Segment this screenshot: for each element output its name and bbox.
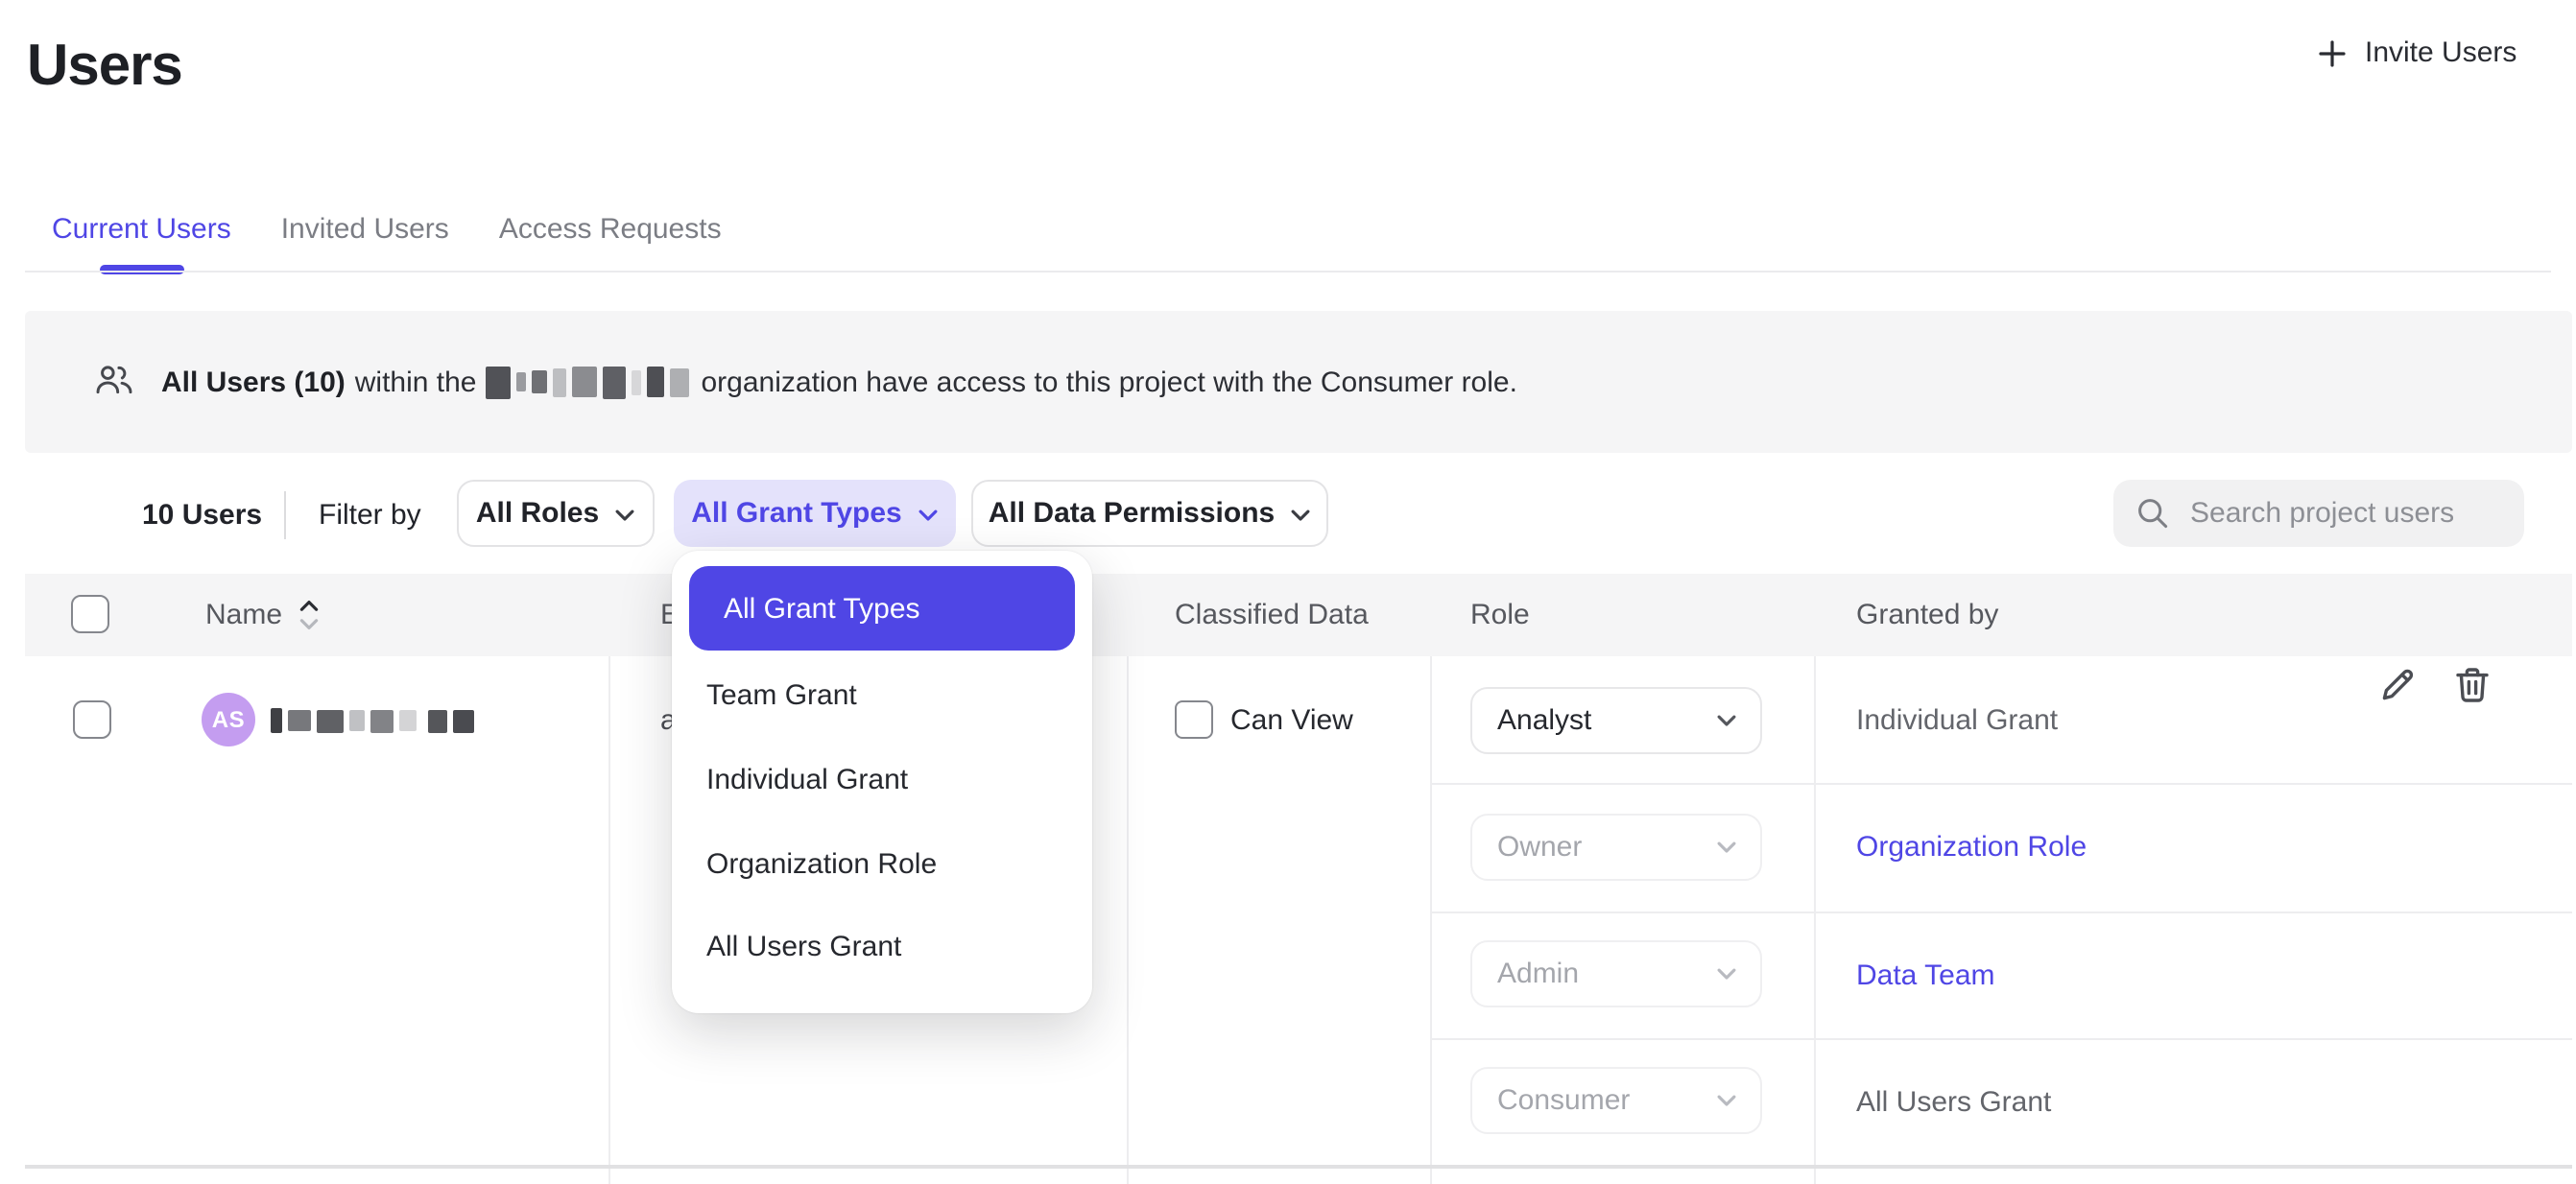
column-header-role: Role xyxy=(1470,599,1530,631)
redacted-organization xyxy=(486,366,690,398)
banner-middle-text: within the xyxy=(354,366,477,398)
filter-by-label: Filter by xyxy=(319,499,421,532)
row-checkbox[interactable] xyxy=(73,700,111,739)
users-group-icon xyxy=(94,363,134,397)
role-select-consumer: Consumer xyxy=(1470,1067,1762,1134)
row-bottom-border xyxy=(25,1165,2572,1169)
table-header: Name Email Classified Data Role Granted … xyxy=(25,574,2572,656)
menu-item-all-grant-types[interactable]: All Grant Types xyxy=(689,566,1075,651)
column-header-granted-by: Granted by xyxy=(1856,599,1999,631)
role-select-owner: Owner xyxy=(1470,814,1762,881)
trash-icon xyxy=(2455,666,2490,704)
chevron-down-icon xyxy=(1716,1094,1737,1107)
active-tab-indicator xyxy=(100,265,184,274)
user-count: 10 Users xyxy=(142,499,263,532)
can-view-label: Can View xyxy=(1230,704,1353,737)
invite-users-button[interactable]: Invite Users xyxy=(2319,36,2516,69)
sort-icon[interactable] xyxy=(299,599,319,631)
all-grant-types-label: All Grant Types xyxy=(691,497,902,530)
chevron-down-icon xyxy=(1290,508,1311,521)
grant-row-divider xyxy=(1430,783,2572,785)
banner-message: All Users (10) within the organization h… xyxy=(161,311,1517,453)
granted-by-data-team-link[interactable]: Data Team xyxy=(1856,959,1995,992)
all-data-permissions-label: All Data Permissions xyxy=(988,497,1276,530)
granted-by-organization-role-link[interactable]: Organization Role xyxy=(1856,831,2087,864)
search-icon xyxy=(2136,497,2169,530)
all-users-banner: All Users (10) within the organization h… xyxy=(25,311,2572,702)
avatar-initials: AS xyxy=(211,706,246,733)
plus-icon xyxy=(2319,39,2346,66)
all-grant-types-filter[interactable]: All Grant Types xyxy=(674,480,956,547)
invite-users-label: Invite Users xyxy=(2365,36,2517,69)
column-divider xyxy=(1814,656,1816,1184)
search-input[interactable] xyxy=(2186,495,2501,532)
filter-divider xyxy=(284,491,286,539)
avatar: AS xyxy=(202,693,255,746)
tab-invited-users[interactable]: Invited Users xyxy=(280,213,449,246)
column-header-name[interactable]: Name xyxy=(205,574,319,656)
column-divider xyxy=(608,656,610,1184)
chevron-down-icon xyxy=(614,508,635,521)
menu-item-individual-grant[interactable]: Individual Grant xyxy=(706,764,909,796)
grant-row-divider xyxy=(1430,912,2572,913)
role-select-admin: Admin xyxy=(1470,940,1762,1007)
delete-banner-button[interactable] xyxy=(2455,666,2490,704)
column-divider xyxy=(1430,656,1432,1184)
page-title: Users xyxy=(27,35,183,98)
banner-after-text: organization have access to this project… xyxy=(701,366,1517,398)
granted-by-individual-grant: Individual Grant xyxy=(1856,704,2059,737)
banner-bold-text: All Users (10) xyxy=(161,366,346,398)
tab-access-requests[interactable]: Access Requests xyxy=(498,213,722,246)
select-all-checkbox[interactable] xyxy=(71,595,109,633)
chevron-down-icon xyxy=(1716,841,1737,854)
grant-types-dropdown-menu: All Grant Types Team Grant Individual Gr… xyxy=(672,551,1092,1013)
redacted-name xyxy=(271,708,474,733)
can-view-checkbox[interactable] xyxy=(1175,700,1213,739)
menu-item-all-users-grant[interactable]: All Users Grant xyxy=(706,931,902,963)
all-roles-filter[interactable]: All Roles xyxy=(457,480,655,547)
granted-by-all-users-grant: All Users Grant xyxy=(1856,1086,2052,1119)
pencil-icon xyxy=(2378,666,2417,704)
search-project-users xyxy=(2113,480,2524,547)
role-select-analyst[interactable]: Analyst xyxy=(1470,687,1762,754)
chevron-down-icon xyxy=(918,508,939,521)
chevron-down-icon xyxy=(1716,967,1737,981)
tab-bottom-border xyxy=(25,271,2551,272)
tab-current-users[interactable]: Current Users xyxy=(52,213,231,246)
column-header-classified-data: Classified Data xyxy=(1175,599,1369,631)
chevron-down-icon xyxy=(1716,714,1737,727)
all-data-permissions-filter[interactable]: All Data Permissions xyxy=(971,480,1328,547)
menu-item-organization-role[interactable]: Organization Role xyxy=(706,848,938,881)
menu-item-team-grant[interactable]: Team Grant xyxy=(706,679,857,712)
all-roles-label: All Roles xyxy=(475,497,600,530)
edit-banner-button[interactable] xyxy=(2378,666,2417,704)
column-divider xyxy=(1127,656,1129,1184)
grant-row-divider xyxy=(1430,1038,2572,1040)
tab-bar: Current Users Invited Users Access Reque… xyxy=(52,213,722,246)
